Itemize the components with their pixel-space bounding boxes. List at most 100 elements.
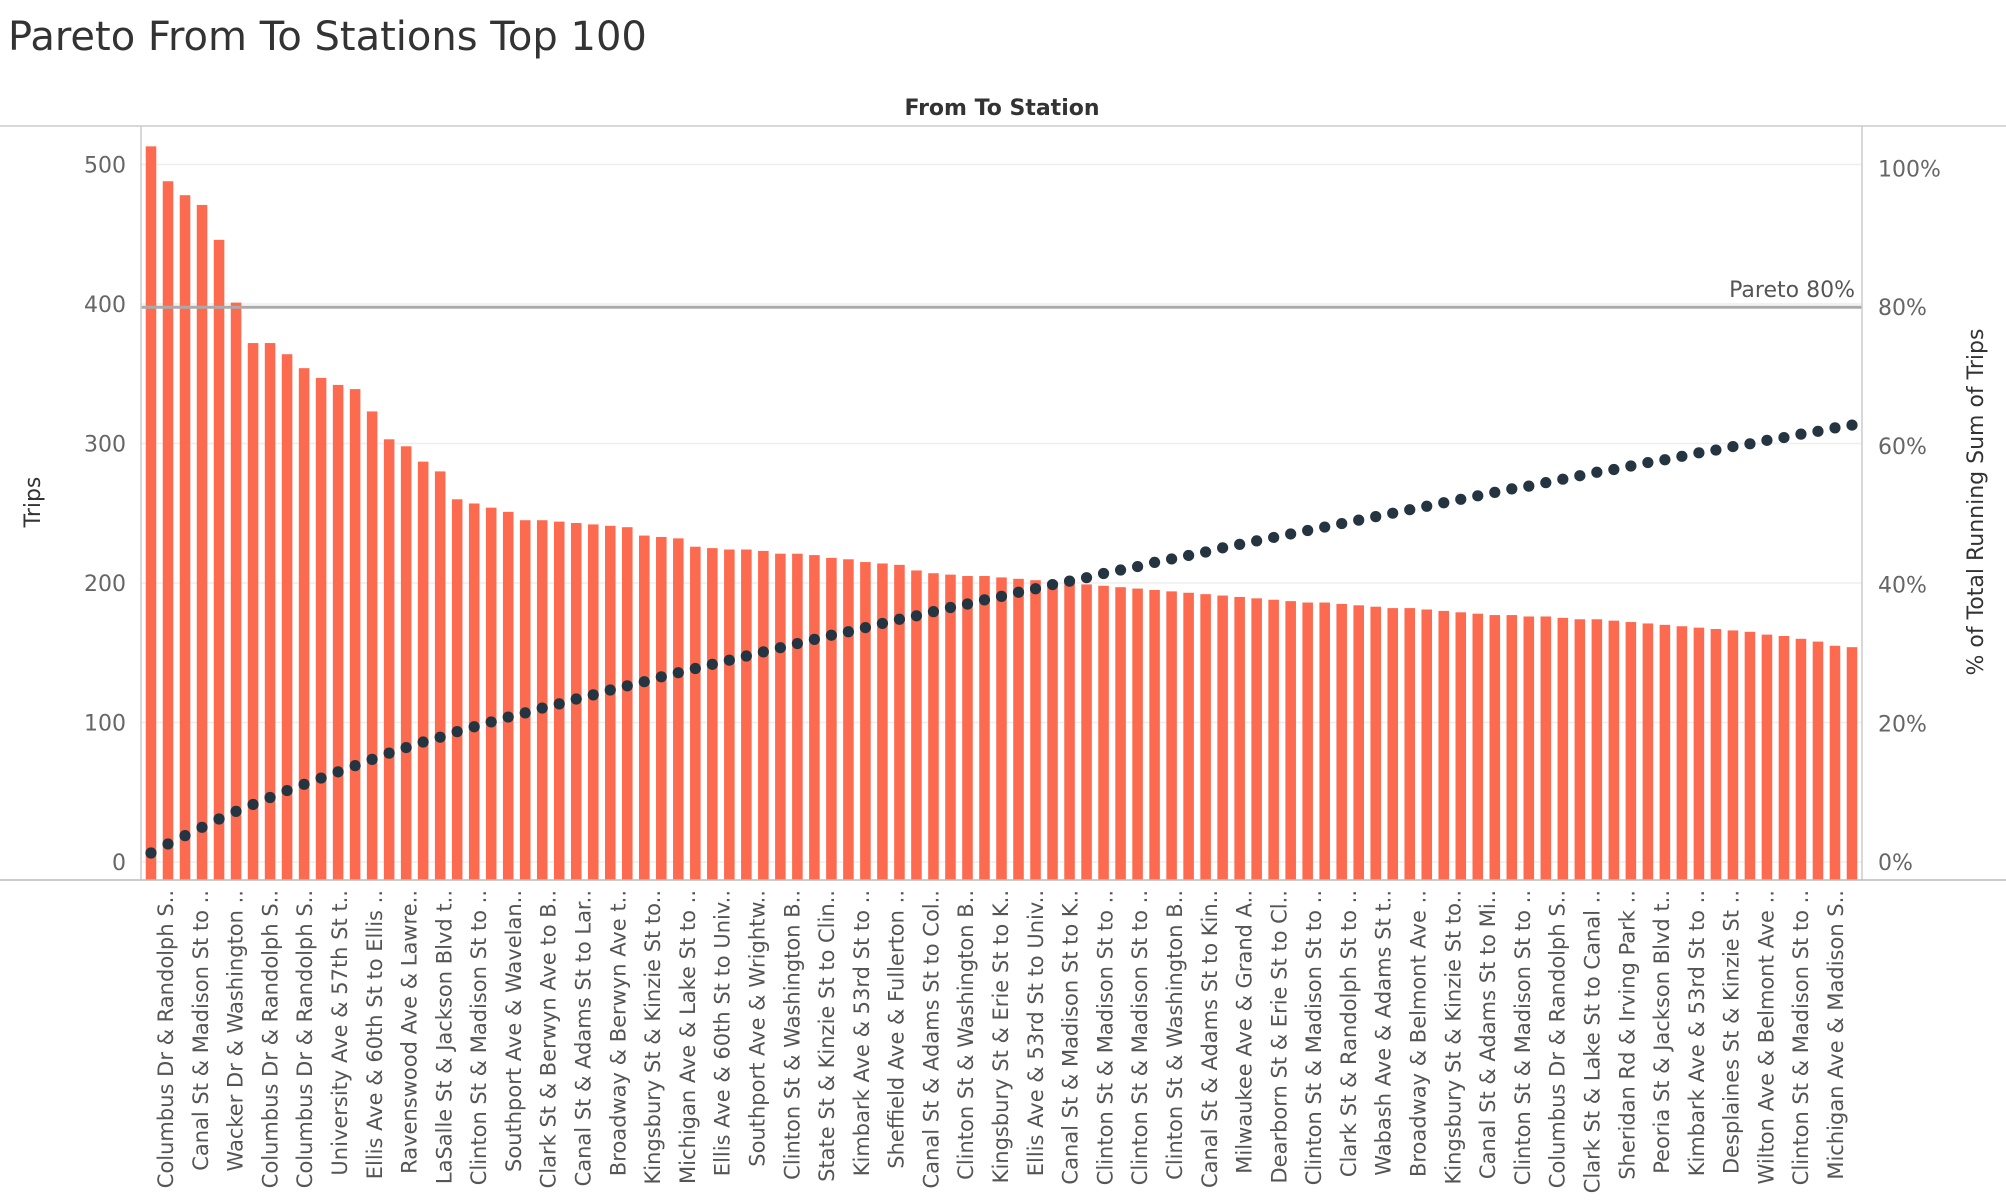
x-axis: Columbus Dr & Randolph S.. Canal St & Mad… bbox=[154, 890, 1848, 1193]
running-sum-dot bbox=[1131, 560, 1144, 573]
x-category-label: Michigan Ave & Madison S.. bbox=[1824, 890, 1848, 1180]
bar bbox=[724, 549, 735, 880]
running-sum-dot bbox=[1540, 477, 1552, 489]
bar bbox=[690, 546, 701, 880]
running-sum-dot bbox=[553, 698, 565, 710]
bar bbox=[1472, 613, 1484, 880]
running-sum-dot bbox=[1029, 583, 1042, 595]
running-sum-dot bbox=[740, 650, 752, 662]
running-sum-dot bbox=[468, 721, 480, 733]
running-sum-dot bbox=[1591, 466, 1603, 478]
x-category-label: Broadway & Belmont Ave .. bbox=[1407, 890, 1431, 1177]
running-sum-dot bbox=[978, 594, 991, 606]
running-sum-dot bbox=[876, 617, 889, 630]
bar bbox=[843, 559, 854, 880]
bar bbox=[1625, 622, 1637, 880]
running-sum-dot bbox=[1659, 454, 1671, 466]
running-sum-dot bbox=[1251, 535, 1263, 547]
y2-tick-label: 80% bbox=[1878, 296, 1927, 321]
bar bbox=[1234, 596, 1245, 880]
running-sum-dot bbox=[1302, 524, 1314, 537]
bar bbox=[1336, 603, 1347, 880]
y2-axis-title: % of Total Running Sum of Trips bbox=[1964, 329, 1989, 676]
bar bbox=[1251, 598, 1262, 880]
x-category-label: Clinton St & Madison St to .. bbox=[1128, 890, 1152, 1185]
running-sum-dot bbox=[1523, 480, 1535, 492]
bar bbox=[928, 573, 939, 880]
running-sum-dot bbox=[587, 689, 599, 701]
running-sum-dot bbox=[1778, 431, 1790, 444]
bar bbox=[213, 239, 225, 880]
x-category-label: Columbus Dr & Randolph S.. bbox=[258, 890, 282, 1188]
x-category-label: University Ave & 57th St t.. bbox=[328, 890, 352, 1176]
bar bbox=[1183, 592, 1194, 880]
bar bbox=[911, 570, 922, 880]
running-sum-dot bbox=[1336, 517, 1348, 530]
running-sum-dot bbox=[536, 702, 548, 714]
bar bbox=[1149, 589, 1160, 880]
x-category-label: Kingsbury St & Kinzie St to.. bbox=[1441, 890, 1465, 1185]
bar bbox=[1353, 605, 1364, 880]
x-category-label: Peoria St & Jackson Blvd t.. bbox=[1650, 890, 1674, 1174]
bar bbox=[145, 146, 157, 881]
running-sum-dot bbox=[1063, 575, 1076, 587]
bar bbox=[434, 471, 446, 880]
bar bbox=[809, 555, 820, 880]
x-category-label: Ellis Ave & 53rd St to Univ.. bbox=[1024, 890, 1048, 1176]
y-axis-left: 0 100 200 300 400 500 bbox=[84, 154, 126, 877]
running-sum-dot bbox=[1234, 538, 1246, 550]
bar bbox=[1200, 594, 1211, 880]
running-sum-dot bbox=[1829, 422, 1841, 434]
x-category-label: Ellis Ave & 60th St to Univ.. bbox=[711, 890, 735, 1176]
bar bbox=[639, 535, 650, 880]
bar bbox=[1115, 587, 1126, 880]
bar bbox=[945, 574, 956, 880]
running-sum-dot bbox=[1046, 579, 1059, 591]
bar bbox=[196, 204, 208, 880]
x-category-label: Canal St & Madison St to K.. bbox=[1059, 890, 1083, 1185]
bar bbox=[1710, 629, 1722, 880]
bar bbox=[894, 564, 905, 880]
running-sum-dot bbox=[1642, 456, 1654, 469]
bar bbox=[485, 507, 497, 880]
bar bbox=[1132, 588, 1143, 880]
running-sum-dot bbox=[1472, 490, 1484, 502]
bar bbox=[1319, 602, 1330, 880]
x-category-label: Clinton St & Washington B.. bbox=[954, 890, 978, 1180]
running-sum-dot bbox=[1012, 586, 1025, 598]
running-sum-dot bbox=[417, 736, 429, 748]
running-sum-dot bbox=[910, 610, 923, 622]
x-category-label: Ravenswood Ave & Lawre.. bbox=[398, 890, 422, 1174]
bar bbox=[468, 503, 480, 880]
y2-tick-label: 20% bbox=[1878, 712, 1927, 737]
running-sum-dot bbox=[825, 629, 838, 641]
bar bbox=[1642, 623, 1654, 880]
running-sum-dot bbox=[349, 760, 361, 772]
x-category-label: Columbus Dr & Randolph S.. bbox=[293, 890, 317, 1188]
running-sum-dot bbox=[315, 772, 327, 784]
bar bbox=[1506, 615, 1518, 880]
bar bbox=[1047, 581, 1058, 880]
bar bbox=[281, 354, 293, 881]
x-category-label: Dearborn St & Erie St to Cl.. bbox=[1267, 890, 1291, 1184]
running-sum-dots bbox=[145, 419, 1858, 859]
running-sum-dot bbox=[1761, 434, 1773, 446]
y2-tick-label: 100% bbox=[1878, 158, 1941, 183]
bar bbox=[298, 368, 310, 880]
x-category-label: Broadway & Berwyn Ave t.. bbox=[606, 890, 630, 1176]
bar bbox=[775, 553, 786, 880]
bar bbox=[1557, 617, 1569, 880]
running-sum-dot bbox=[808, 633, 820, 645]
reference-line-group: Pareto 80% bbox=[141, 278, 1862, 309]
x-category-label: Clinton St & Washington B.. bbox=[1163, 890, 1187, 1180]
running-sum-dot bbox=[519, 707, 531, 719]
x-category-label: Southport Ave & Wavelan.. bbox=[502, 890, 526, 1172]
bar bbox=[366, 411, 378, 880]
bar bbox=[792, 553, 803, 880]
running-sum-dot bbox=[179, 830, 191, 842]
bar bbox=[656, 536, 667, 880]
bar bbox=[1166, 591, 1177, 880]
x-category-label: Clinton St & Madison St to .. bbox=[1302, 890, 1326, 1185]
running-sum-dot bbox=[434, 731, 446, 743]
running-sum-dot bbox=[451, 726, 463, 738]
